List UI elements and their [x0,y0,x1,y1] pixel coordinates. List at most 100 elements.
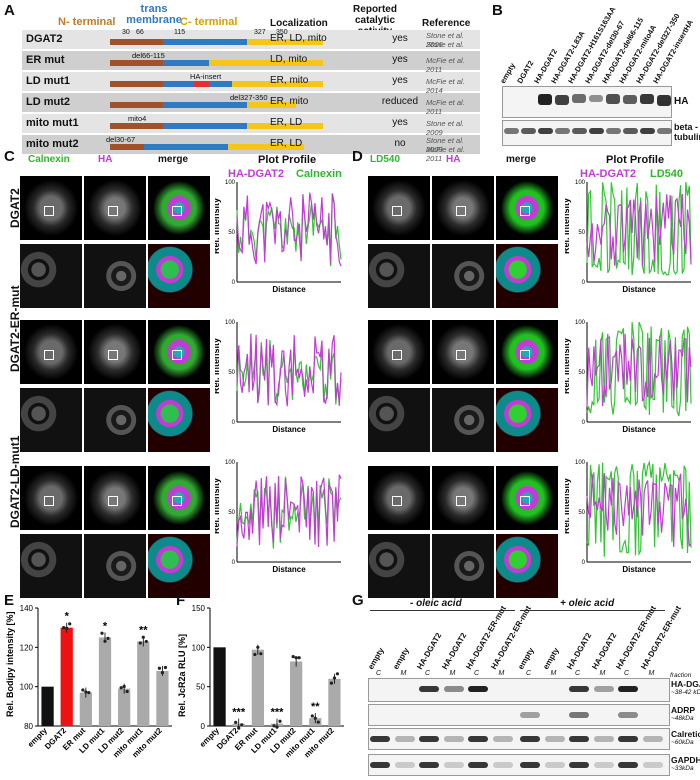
reference: McFie et al. 2011 [426,56,465,74]
ha-image [432,320,494,384]
domain-segment [163,102,247,108]
lane-label: empty [390,646,411,671]
data-point [100,631,104,635]
merge-image [496,320,558,384]
magenta-trace [236,333,342,407]
y-tick: 0 [232,420,236,426]
g-band [642,762,663,768]
construct-note: del30-67 [106,135,136,144]
lane-label: HA-DGAT2 [565,631,594,671]
magenta-trace [236,474,342,548]
roi-box [108,350,118,360]
ha-band [589,95,603,103]
localization: ER, mito [270,75,309,86]
tubulin-band [555,128,570,134]
magenta-trace [586,333,692,407]
merge-image [148,466,210,530]
g-band [468,762,488,768]
g-band [593,736,614,742]
data-point [160,671,165,675]
tubulin-band [623,128,638,134]
tubulin-band [657,128,672,134]
construct-name: LD mut1 [26,75,70,87]
construct-note: del66-115 [132,51,165,60]
activity: yes [392,54,408,65]
g-band [419,736,439,742]
x-label: Distance [622,565,656,574]
domain-segment [231,81,323,87]
roi-box [108,496,118,506]
g-band [569,762,589,768]
residue-position: 30 [122,29,130,36]
magenta-trace [586,473,692,547]
domain-segment [186,39,247,45]
construct-note: del327-350 [230,93,268,102]
g-blot-name: HA-DGAT2 [671,679,700,689]
data-point [68,622,72,626]
g-blot [368,704,670,726]
y-tick: 100 [192,643,206,652]
data-point [65,626,69,630]
y-label: Rel. Intensity [215,198,221,254]
green-trace [586,182,692,276]
g-blot-size: ~48kDa [671,715,694,722]
y-tick: 0 [232,560,236,566]
merge-image [496,176,558,240]
merge-image [148,176,210,240]
merge-image [148,320,210,384]
significance-mark: ** [311,701,320,713]
ha-image [84,244,146,308]
panel-label-e: E [4,592,15,609]
significance-mark: * [103,621,108,633]
reference: McFie et al. 2011 [426,145,465,163]
ha-image [432,176,494,240]
ha-band [640,94,654,105]
y-tick: 50 [578,510,585,516]
green-trace [586,321,692,417]
lane-label: empty [540,646,561,671]
g-blot-size: ~60kDa [671,739,694,746]
y-label: Rel. Intensity [215,478,221,534]
tubulin-blot-label: beta - tubulin [674,122,700,142]
profile-plot: 0 50 100 Rel. Intensity Distance [565,180,692,294]
bar [98,637,112,726]
g-band [419,686,439,692]
d-ch-ld540: LD540 [370,154,401,165]
profile-plot: 0 50 100 Rel. Intensity Distance [215,320,342,434]
lane-label: HA-DGAT2 [415,631,444,671]
fraction-letter: M [599,670,606,677]
reference: McFie et al. 2014 [426,77,465,95]
roi-box [392,350,402,360]
fraction-letter: M [648,670,655,677]
g-blot-name: GAPDH [671,755,700,765]
data-point [119,686,123,690]
significance-mark: * [65,611,70,623]
ha-band [623,95,637,104]
domain-segment [163,60,209,66]
construct-row: ER mut del66-115 LD, mito yes McFie et al. 2… [22,51,480,74]
g-blot [368,754,670,776]
profile-plot: 0 50 100 Rel. Intensity Distance [565,320,692,434]
bar [60,627,73,726]
g-blot-size: ~38-42 kDa [671,689,700,696]
data-point [291,655,295,659]
c-ch-ha: HA [98,154,113,165]
ha-band [555,95,569,105]
ha-band [657,95,671,106]
residue-position: 66 [136,29,144,36]
profile-plot: 0 50 100 Rel. Intensity Distance [215,460,342,574]
g-band [468,736,488,742]
data-point [237,726,241,730]
fraction-letter: C [376,670,382,677]
d-ch-ha: HA [446,154,461,165]
magenta-trace [586,193,692,267]
domain-segment [163,39,186,45]
bar [118,688,131,726]
channel1-image [368,176,430,240]
g-band [520,762,540,768]
merge-image [496,244,558,308]
g-band [642,736,663,742]
y-tick: 0 [582,560,586,566]
y-tick: 0 [582,420,586,426]
construct-row: mito mut1 mito4 ER, LD yes Stone et al. 2009 [22,114,480,137]
